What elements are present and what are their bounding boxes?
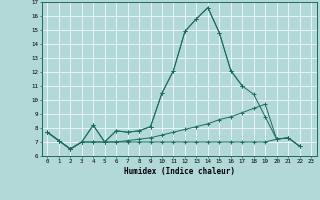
X-axis label: Humidex (Indice chaleur): Humidex (Indice chaleur) xyxy=(124,167,235,176)
